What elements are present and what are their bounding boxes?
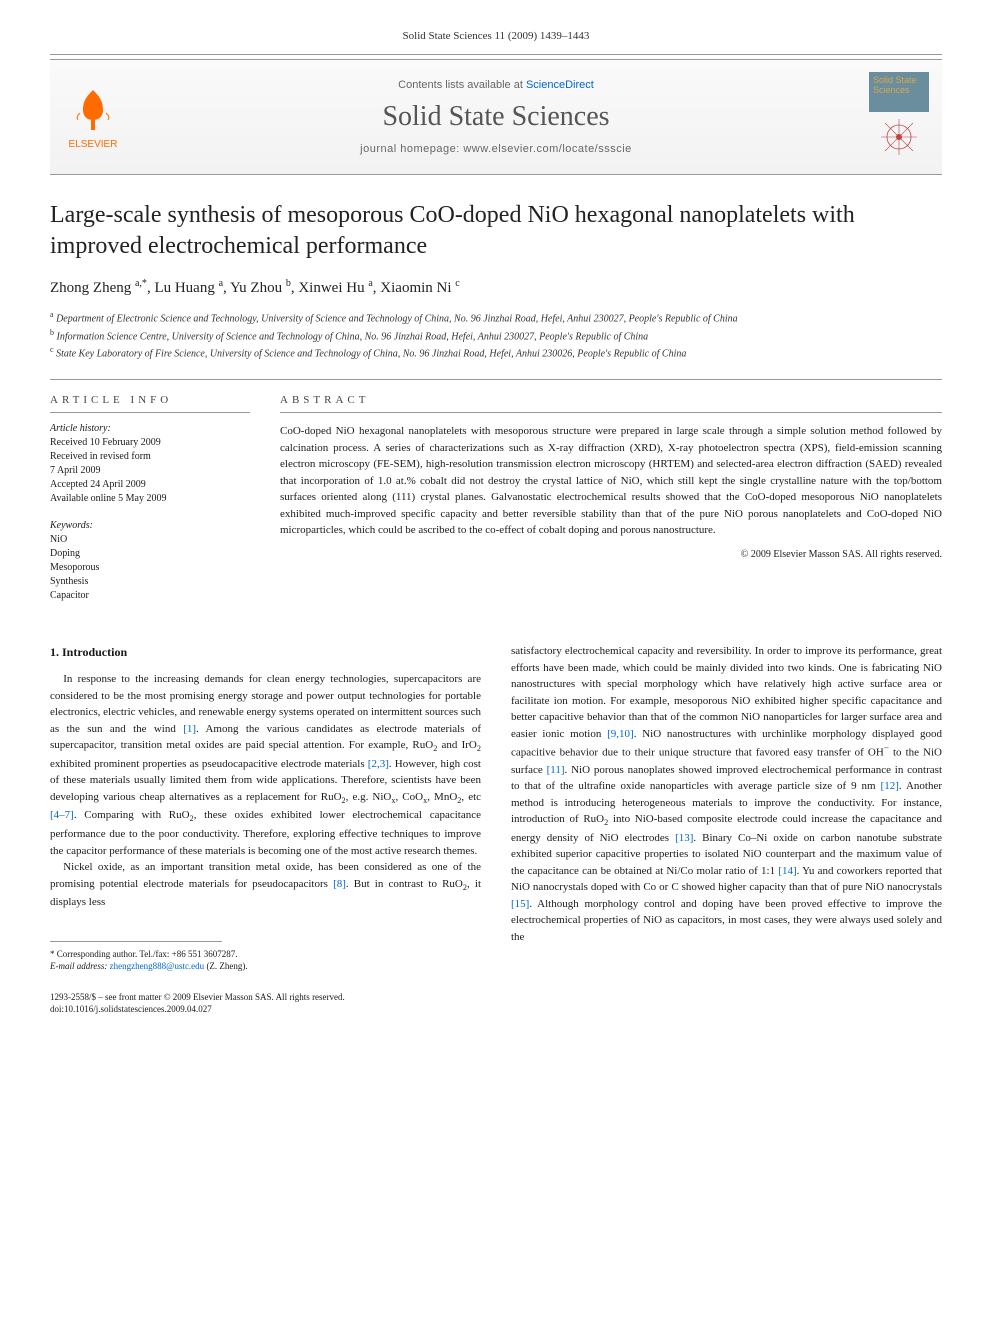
email-name: (Z. Zheng). [206, 961, 247, 971]
body-paragraph: satisfactory electrochemical capacity an… [511, 643, 942, 945]
article-info-col: ARTICLE INFO Article history: Received 1… [50, 394, 250, 603]
issn-line: 1293-2558/$ – see front matter © 2009 El… [50, 991, 481, 1004]
history-item: 7 April 2009 [50, 464, 250, 478]
journal-name: Solid State Sciences [128, 101, 864, 133]
email-label: E-mail address: [50, 961, 107, 971]
journal-cover: Solid State Sciences [864, 72, 934, 162]
history-item: Available online 5 May 2009 [50, 492, 250, 506]
body-right-col: satisfactory electrochemical capacity an… [511, 643, 942, 1016]
corresponding-footnote: * Corresponding author. Tel./fax: +86 55… [50, 948, 481, 961]
history-list: Received 10 February 2009Received in rev… [50, 436, 250, 506]
affiliation-line: c State Key Laboratory of Fire Science, … [50, 344, 942, 361]
sciencedirect-link[interactable]: ScienceDirect [526, 79, 594, 91]
keywords-label: Keywords: [50, 520, 250, 531]
info-abstract-row: ARTICLE INFO Article history: Received 1… [50, 379, 942, 603]
keyword-item: NiO [50, 533, 250, 547]
left-paragraphs: In response to the increasing demands fo… [50, 671, 481, 910]
history-label: Article history: [50, 423, 250, 434]
elsevier-logo: ELSEVIER [58, 82, 128, 152]
keywords-list: NiODopingMesoporousSynthesisCapacitor [50, 533, 250, 603]
body-paragraph: In response to the increasing demands fo… [50, 671, 481, 859]
homepage-prefix: journal homepage: [360, 143, 463, 155]
footnote-divider [50, 941, 222, 942]
abstract-label: ABSTRACT [280, 394, 942, 413]
email-link[interactable]: zhengzheng888@ustc.edu [110, 961, 205, 971]
affiliations: a Department of Electronic Science and T… [50, 309, 942, 361]
affiliation-line: a Department of Electronic Science and T… [50, 309, 942, 326]
keyword-item: Capacitor [50, 589, 250, 603]
elsevier-tree-icon [68, 85, 118, 135]
history-item: Received 10 February 2009 [50, 436, 250, 450]
right-paragraphs: satisfactory electrochemical capacity an… [511, 643, 942, 945]
elsevier-label: ELSEVIER [69, 139, 118, 150]
top-divider [50, 54, 942, 55]
journal-banner: ELSEVIER Contents lists available at Sci… [50, 59, 942, 175]
keyword-item: Synthesis [50, 575, 250, 589]
article-info-label: ARTICLE INFO [50, 394, 250, 413]
banner-center: Contents lists available at ScienceDirec… [128, 79, 864, 155]
abstract-text: CoO-doped NiO hexagonal nanoplatelets wi… [280, 423, 942, 539]
page-header: Solid State Sciences 11 (2009) 1439–1443 [50, 30, 942, 42]
cover-title: Solid State Sciences [869, 72, 929, 112]
journal-homepage: journal homepage: www.elsevier.com/locat… [128, 143, 864, 155]
body-left-col: 1. Introduction In response to the incre… [50, 643, 481, 1016]
history-item: Received in revised form [50, 450, 250, 464]
contents-prefix: Contents lists available at [398, 79, 526, 91]
body-columns: 1. Introduction In response to the incre… [50, 643, 942, 1016]
affiliation-line: b Information Science Centre, University… [50, 327, 942, 344]
email-footnote: E-mail address: zhengzheng888@ustc.edu (… [50, 960, 481, 973]
doi-line: doi:10.1016/j.solidstatesciences.2009.04… [50, 1003, 481, 1016]
body-paragraph: Nickel oxide, as an important transition… [50, 859, 481, 911]
contents-line: Contents lists available at ScienceDirec… [128, 79, 864, 91]
homepage-url: www.elsevier.com/locate/ssscie [463, 143, 631, 155]
abstract-copyright: © 2009 Elsevier Masson SAS. All rights r… [280, 549, 942, 560]
history-item: Accepted 24 April 2009 [50, 478, 250, 492]
abstract-col: ABSTRACT CoO-doped NiO hexagonal nanopla… [280, 394, 942, 603]
keyword-item: Doping [50, 547, 250, 561]
keyword-item: Mesoporous [50, 561, 250, 575]
section-heading-intro: 1. Introduction [50, 643, 481, 661]
authors-line: Zhong Zheng a,*, Lu Huang a, Yu Zhou b, … [50, 278, 942, 297]
article-title: Large-scale synthesis of mesoporous CoO-… [50, 200, 942, 262]
cover-emblem-icon [869, 114, 929, 159]
